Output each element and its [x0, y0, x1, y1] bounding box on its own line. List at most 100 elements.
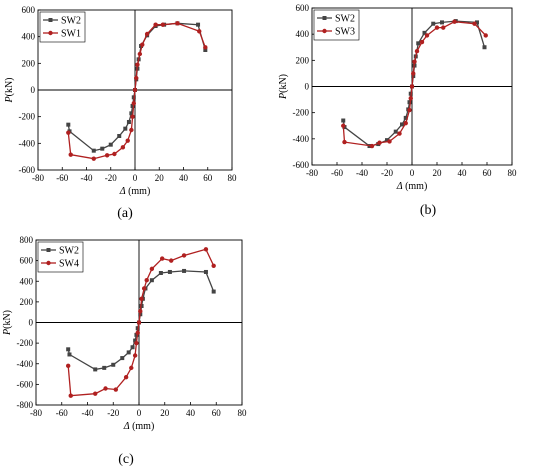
data-point [440, 20, 444, 25]
legend-box [39, 11, 86, 43]
x-tick-label: -80 [32, 173, 44, 183]
data-point [160, 22, 166, 27]
y-axis-label: P(kN) [278, 74, 289, 100]
x-tick-label: 40 [179, 173, 189, 183]
x-tick-label: 0 [133, 173, 138, 183]
x-tick-label: -20 [381, 168, 393, 178]
data-point [100, 146, 105, 151]
y-tick-label: 600 [20, 256, 34, 266]
data-point [113, 387, 119, 392]
data-point [168, 258, 174, 263]
data-point [483, 33, 488, 38]
legend-box [313, 9, 360, 41]
data-point [144, 278, 149, 283]
data-point [136, 320, 142, 325]
x-axis-symbol: Δ [396, 181, 403, 192]
data-point [211, 289, 216, 294]
y-tick-label: -800 [17, 400, 34, 410]
data-point [431, 21, 436, 26]
series-line [342, 21, 487, 147]
legend-swatch-marker [322, 16, 327, 20]
data-point [197, 29, 202, 34]
x-tick-label: -40 [81, 173, 93, 183]
data-point [203, 247, 209, 252]
y-tick-label: 200 [296, 55, 310, 65]
data-point [422, 30, 427, 35]
y-tick-label: 200 [20, 297, 34, 307]
data-point [159, 256, 165, 261]
data-point [137, 51, 143, 57]
data-point [175, 21, 180, 26]
series-SW2 [66, 268, 216, 372]
data-point [211, 263, 216, 268]
data-point [139, 304, 144, 308]
data-point [400, 122, 404, 127]
data-point [129, 111, 134, 116]
data-point [125, 138, 130, 143]
x-tick-label: 60 [203, 173, 213, 183]
y-tick-label: -400 [19, 138, 36, 148]
data-point [68, 152, 73, 157]
y-tick-label: -400 [17, 359, 34, 369]
data-point [341, 123, 346, 128]
x-tick-label: 20 [155, 173, 165, 183]
x-tick-label: -60 [331, 168, 343, 178]
data-point [132, 87, 138, 93]
y-axis-label: P(kN) [2, 310, 13, 336]
x-tick-label: -60 [56, 408, 68, 418]
data-point [341, 118, 346, 123]
y-tick-label: 0 [29, 318, 34, 328]
y-axis-unit: (kN) [278, 74, 289, 93]
chart-panel-2: -80 -60 -40 -20 0 20 40 60 80-600-400-2000200400… [278, 3, 517, 218]
data-point [111, 362, 116, 367]
data-point [387, 139, 392, 144]
data-point [67, 352, 72, 357]
data-point [91, 148, 96, 153]
data-point [472, 21, 477, 26]
x-axis-symbol: Δ [123, 421, 130, 432]
x-axis-label: Δ (mm) [123, 421, 155, 432]
data-point [393, 129, 398, 134]
data-point [108, 142, 113, 147]
data-point [385, 138, 389, 143]
data-point [135, 330, 140, 336]
y-tick-label: 400 [296, 29, 310, 39]
data-point [130, 345, 135, 350]
x-axis-symbol: Δ [119, 186, 126, 197]
x-tick-label: 40 [186, 408, 196, 418]
panel-label: (b) [420, 203, 437, 218]
data-point [134, 75, 139, 81]
x-axis-label: Δ (mm) [119, 186, 151, 197]
data-point [408, 96, 413, 101]
data-point [123, 126, 128, 131]
y-axis-symbol: P [278, 93, 289, 100]
x-tick-label: -80 [306, 168, 318, 178]
data-point [120, 356, 125, 361]
data-point [403, 120, 408, 126]
data-point [419, 39, 425, 45]
x-tick-label: 60 [483, 168, 493, 178]
data-point [153, 22, 158, 27]
series-SW3 [341, 19, 488, 149]
data-point [149, 266, 155, 272]
data-point [126, 350, 131, 355]
data-point [441, 25, 446, 30]
y-tick-label: 800 [20, 235, 34, 245]
data-point [167, 269, 172, 274]
y-tick-label: 600 [22, 5, 36, 15]
data-point [120, 145, 126, 150]
x-tick-label: -60 [56, 173, 68, 183]
data-point [126, 120, 131, 124]
x-tick-label: 0 [137, 408, 142, 418]
data-point [482, 45, 487, 50]
x-tick-label: 80 [228, 173, 238, 183]
data-point [140, 42, 145, 47]
data-point [66, 347, 71, 352]
x-tick-label: 40 [458, 168, 468, 178]
legend-label: SW3 [335, 27, 355, 38]
legend-label: SW1 [61, 29, 81, 40]
data-point [66, 122, 71, 127]
y-tick-label: 0 [305, 82, 310, 92]
y-tick-label: 400 [20, 276, 34, 286]
